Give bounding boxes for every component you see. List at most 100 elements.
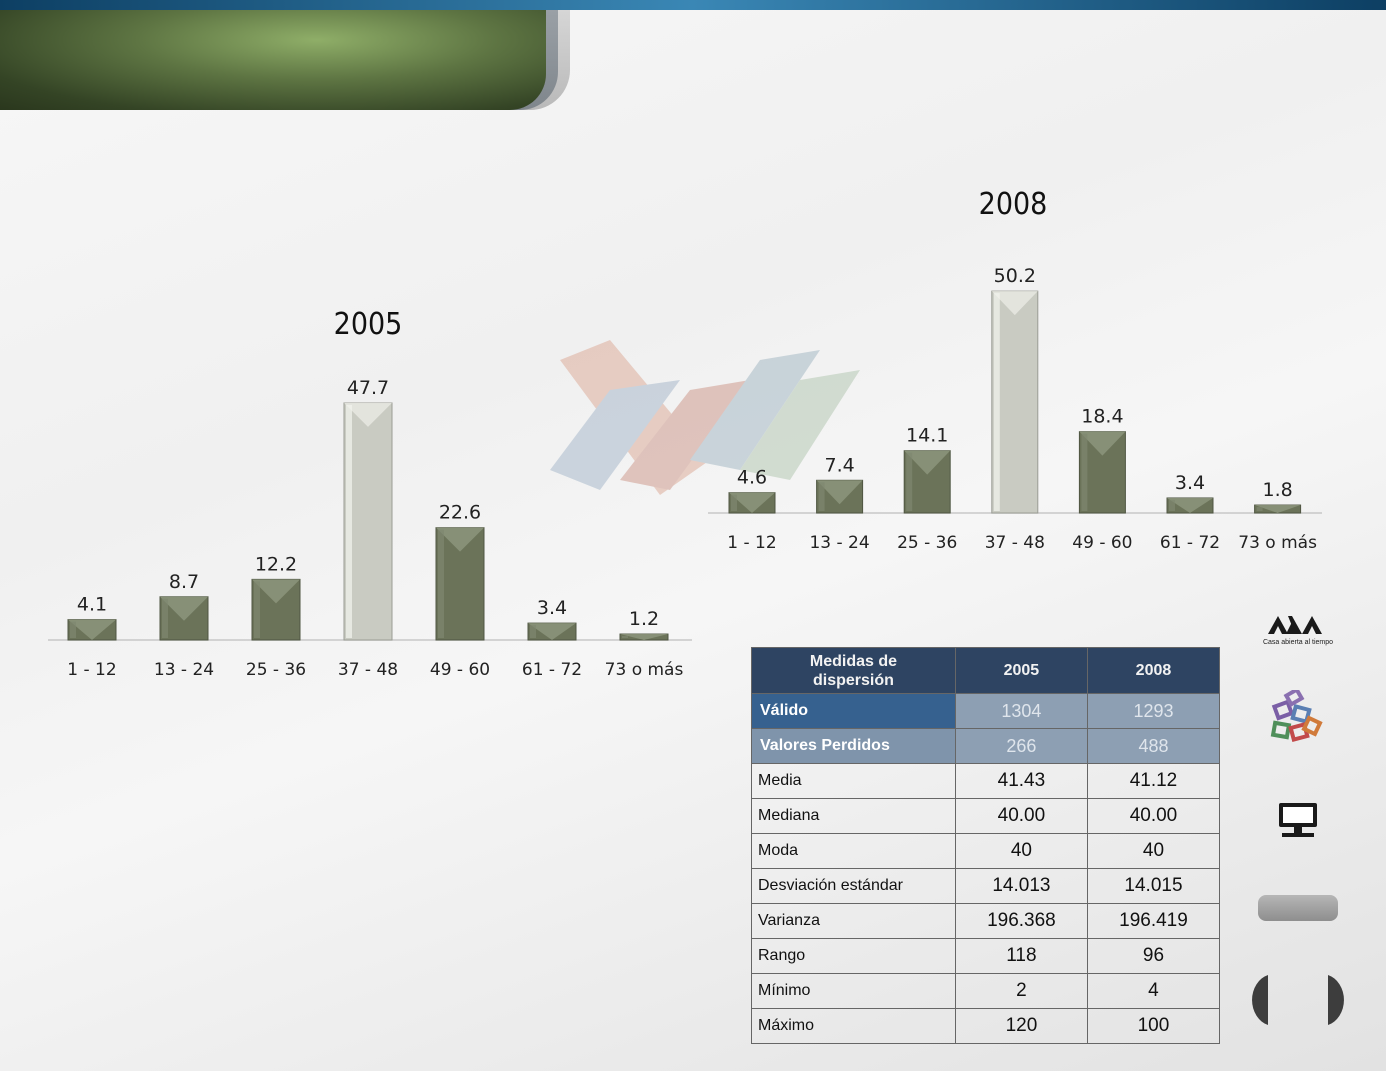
category-label: 37 - 48 <box>338 660 398 680</box>
table-row: Válido 1304 1293 <box>751 693 1221 729</box>
value-label: 4.6 <box>737 467 767 489</box>
bar-61-72 <box>1166 497 1214 514</box>
bar-37-48 <box>343 402 393 641</box>
table-row: Media 41.43 41.12 <box>751 763 1221 799</box>
row-label: Máximo <box>751 1008 956 1044</box>
value-2008: 96 <box>1086 938 1221 974</box>
chart-title: 2005 <box>334 307 403 342</box>
value-2005: 2 <box>954 973 1088 1009</box>
bar-1-12 <box>728 492 776 514</box>
category-label: 25 - 36 <box>897 533 957 553</box>
bar-1-12 <box>67 619 117 641</box>
top-accent-bar <box>0 0 1386 10</box>
header-banner <box>0 10 546 110</box>
value-label: 47.7 <box>347 377 389 399</box>
row-label: Moda <box>751 833 956 869</box>
value-2005: 14.013 <box>954 868 1088 904</box>
table-row: Mediana 40.00 40.00 <box>751 798 1221 834</box>
row-label: Media <box>751 763 956 799</box>
category-label: 49 - 60 <box>430 660 490 680</box>
logo-caption: Casa abierta al tiempo <box>1263 639 1333 646</box>
value-2005: 1304 <box>954 693 1088 729</box>
puzzle-blocks-icon[interactable] <box>1270 690 1326 748</box>
chart-2005-svg: 2005 4.1 1 - 12 8.7 13 - 24 12.2 25 - 36 47.7 3… <box>48 307 692 680</box>
bar-25-36 <box>903 450 951 514</box>
value-2008: 4 <box>1086 973 1221 1009</box>
table-header-row: Medidas de dispersión 2005 2008 <box>751 647 1221 694</box>
category-label: 73 o más <box>1238 533 1317 553</box>
nav-arrows <box>1252 975 1344 1025</box>
category-label: 61 - 72 <box>1160 533 1220 553</box>
row-label: Varianza <box>751 903 956 939</box>
row-label: Desviación estándar <box>751 868 956 904</box>
value-label: 1.2 <box>629 608 659 630</box>
value-label: 3.4 <box>537 597 567 619</box>
value-2005: 196.368 <box>954 903 1088 939</box>
value-label: 12.2 <box>255 553 297 575</box>
row-label: Mínimo <box>751 973 956 1009</box>
next-arrow-icon[interactable] <box>1328 975 1344 1025</box>
value-2008: 14.015 <box>1086 868 1221 904</box>
row-label: Válido <box>751 693 956 729</box>
bar-chart-2008: 2008 4.6 1 - 12 7.4 13 - 24 14.1 25 - 36 50.2 3… <box>700 170 1330 570</box>
value-2008: 41.12 <box>1086 763 1221 799</box>
bar-13-24 <box>159 596 209 641</box>
category-label: 49 - 60 <box>1072 533 1132 553</box>
background-watermark <box>550 340 860 495</box>
chart-title: 2008 <box>979 187 1048 222</box>
table-row: Desviación estándar 14.013 14.015 <box>751 868 1221 904</box>
value-2008: 40 <box>1086 833 1221 869</box>
bar-13-24 <box>816 479 864 514</box>
category-label: 25 - 36 <box>246 660 306 680</box>
bar-25-36 <box>251 578 301 641</box>
bar-chart-2005: 2005 4.1 1 - 12 8.7 13 - 24 12.2 25 - 36 47.7 3… <box>40 290 700 690</box>
value-label: 3.4 <box>1175 472 1205 494</box>
value-2008: 1293 <box>1086 693 1221 729</box>
table-row: Valores Perdidos 266 488 <box>751 728 1221 764</box>
table-header-2008: 2008 <box>1086 647 1221 694</box>
value-2005: 266 <box>954 728 1088 764</box>
value-2008: 40.00 <box>1086 798 1221 834</box>
value-2005: 118 <box>954 938 1088 974</box>
value-label: 50.2 <box>994 265 1036 287</box>
value-label: 22.6 <box>439 502 481 524</box>
table-row: Moda 40 40 <box>751 833 1221 869</box>
category-label: 73 o más <box>605 660 684 680</box>
bar-49-60 <box>435 527 485 641</box>
value-label: 8.7 <box>169 571 199 593</box>
category-label: 1 - 12 <box>727 533 776 553</box>
bar-73omás <box>1254 504 1302 514</box>
bar-73omás <box>619 633 669 641</box>
row-label: Rango <box>751 938 956 974</box>
value-label: 18.4 <box>1081 406 1123 428</box>
bar-49-60 <box>1078 431 1126 514</box>
value-2008: 488 <box>1086 728 1221 764</box>
row-label: Mediana <box>751 798 956 834</box>
prev-arrow-icon[interactable] <box>1252 975 1268 1025</box>
value-label: 7.4 <box>824 454 854 476</box>
category-label: 13 - 24 <box>809 533 869 553</box>
value-2008: 196.419 <box>1086 903 1221 939</box>
table-row: Rango 118 96 <box>751 938 1221 974</box>
category-label: 37 - 48 <box>985 533 1045 553</box>
value-label: 1.8 <box>1262 479 1292 501</box>
table-row: Varianza 196.368 196.419 <box>751 903 1221 939</box>
computer-monitor-icon[interactable] <box>1276 800 1320 840</box>
category-label: 61 - 72 <box>522 660 582 680</box>
table-row: Máximo 120 100 <box>751 1008 1221 1044</box>
value-2008: 100 <box>1086 1008 1221 1044</box>
bar-37-48 <box>991 290 1039 514</box>
value-2005: 40 <box>954 833 1088 869</box>
value-2005: 40.00 <box>954 798 1088 834</box>
uam-logo-icon: Casa abierta al tiempo <box>1263 616 1333 646</box>
table-row: Mínimo 2 4 <box>751 973 1221 1009</box>
value-label: 4.1 <box>77 594 107 616</box>
nav-home-button[interactable] <box>1258 895 1338 921</box>
value-label: 14.1 <box>906 425 948 447</box>
table-header-measures: Medidas de dispersión <box>751 647 956 694</box>
value-2005: 41.43 <box>954 763 1088 799</box>
row-label: Valores Perdidos <box>751 728 956 764</box>
category-label: 1 - 12 <box>67 660 116 680</box>
category-label: 13 - 24 <box>154 660 214 680</box>
dispersion-measures-table: Medidas de dispersión 2005 2008 Válido 13… <box>751 647 1221 1044</box>
